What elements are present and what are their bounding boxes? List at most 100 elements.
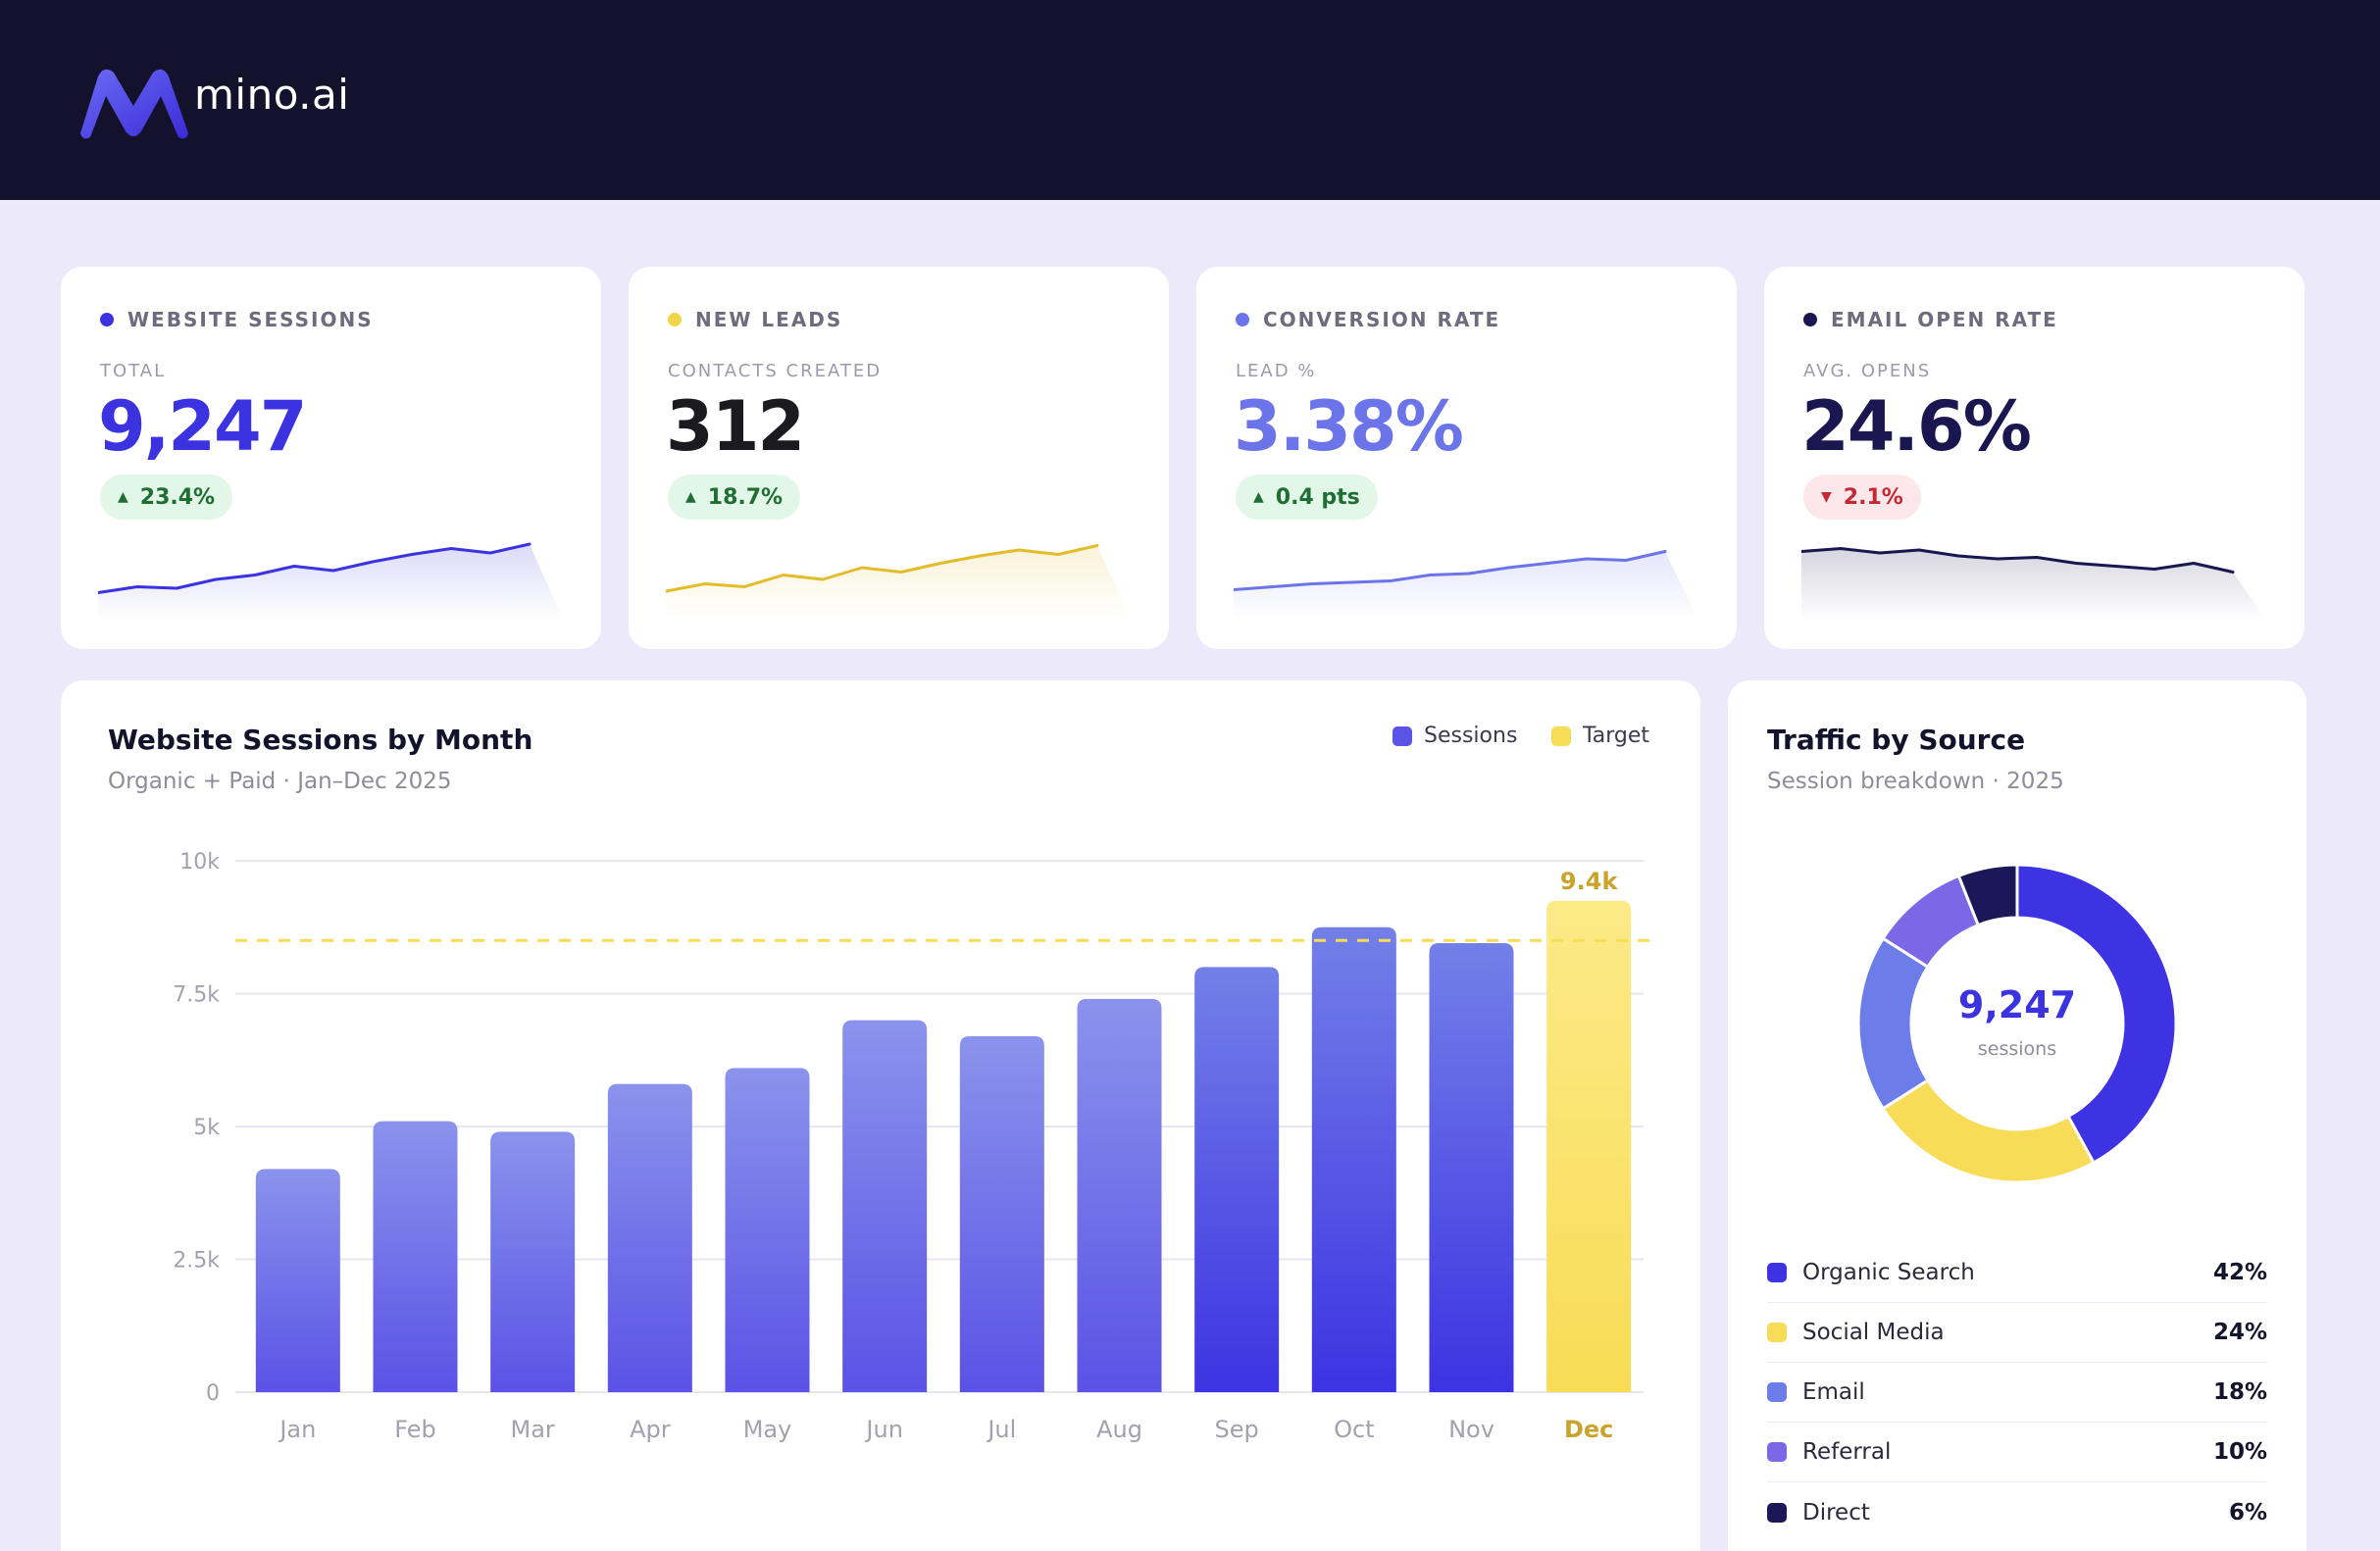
sparkline-area	[1234, 551, 1698, 620]
source-percent: 18%	[2212, 1379, 2267, 1405]
y-tick-label: 10k	[179, 850, 220, 875]
kpi-change-value: 2.1%	[1843, 484, 1903, 510]
sparkline-line	[1801, 547, 2235, 574]
bar-mar	[490, 1131, 576, 1392]
kpi-dot	[1236, 313, 1249, 326]
arrow-up-icon: ▲	[1253, 489, 1264, 505]
source-name: Social Media	[1802, 1320, 1945, 1345]
bar-jul	[959, 1035, 1044, 1392]
m-logo-icon	[80, 69, 188, 139]
sparkline	[1801, 547, 2266, 620]
source-row-referral[interactable]: Referral 10%	[1767, 1423, 2267, 1482]
legend-swatch	[1393, 725, 1412, 746]
bar-feb	[373, 1121, 458, 1392]
kpi-title: CONVERSION RATE	[1263, 308, 1501, 331]
x-tick-label: Oct	[1334, 1416, 1375, 1443]
donut-slice-social-media	[1881, 1077, 2097, 1184]
x-tick-label: Feb	[394, 1416, 436, 1443]
kpi-title: WEBSITE SESSIONS	[127, 308, 374, 331]
sparkline	[98, 542, 563, 620]
x-tick-label: Mar	[511, 1416, 555, 1443]
sessions-bar-chart: 0 2.5k 5k 7.5k 10k Jan Feb Mar Apr May Jun Jul Aug Se…	[173, 850, 1651, 1443]
donut-slice-direct	[1956, 863, 2019, 927]
kpi-title: EMAIL OPEN RATE	[1831, 308, 2058, 331]
arrow-up-icon: ▲	[685, 489, 696, 505]
traffic-source-card: Traffic by Source Session breakdown · 20…	[1728, 680, 2306, 1551]
kpi-card-new-leads[interactable]: NEW LEADS CONTACTS CREATED 312 ▲ 18.7%	[629, 267, 1169, 649]
y-tick-label: 5k	[193, 1116, 220, 1140]
sparkline-area	[1801, 548, 2266, 620]
source-row-email[interactable]: Email 18%	[1767, 1363, 2267, 1423]
chart-subtitle: Organic + Paid · Jan–Dec 2025	[108, 769, 452, 794]
x-tick-label: Dec	[1564, 1416, 1613, 1443]
sparkline-line	[1234, 550, 1667, 591]
legend-item-target[interactable]: Target	[1551, 724, 1649, 748]
kpi-change-badge: ▲ 23.4%	[100, 475, 233, 520]
y-tick-label: 7.5k	[173, 983, 220, 1008]
legend-label: Target	[1583, 724, 1650, 748]
sparkline-area	[98, 544, 563, 620]
brand-name[interactable]: mino.ai	[194, 71, 350, 119]
traffic-title: Traffic by Source	[1767, 724, 2026, 756]
source-row-organic-search[interactable]: Organic Search 42%	[1767, 1243, 2267, 1303]
arrow-up-icon: ▲	[118, 489, 128, 505]
source-name: Email	[1802, 1379, 1865, 1405]
source-percent: 6%	[2228, 1499, 2267, 1526]
sparkline-line	[98, 542, 532, 594]
kpi-title: NEW LEADS	[695, 308, 843, 331]
top-bar: mino.ai	[0, 0, 2380, 200]
donut-center-value: 9,247	[1958, 983, 2076, 1026]
kpi-change-badge: ▲ 18.7%	[668, 475, 801, 520]
donut-center-label: sessions	[1978, 1038, 2056, 1060]
kpi-dot	[668, 313, 682, 326]
legend-item-sessions[interactable]: Sessions	[1393, 724, 1517, 748]
x-tick-label: Jun	[864, 1416, 903, 1443]
kpi-change-value: 0.4 pts	[1275, 484, 1360, 510]
kpi-value: 24.6%	[1801, 386, 2032, 467]
arrow-down-icon: ▼	[1821, 489, 1832, 505]
kpi-card-website-sessions[interactable]: WEBSITE SESSIONS TOTAL 9,247 ▲ 23.4%	[61, 267, 601, 649]
legend-swatch	[1551, 725, 1571, 746]
kpi-card-email-open-rate[interactable]: EMAIL OPEN RATE AVG. OPENS 24.6% ▼ 2.1%	[1764, 267, 2304, 649]
bar-jan	[255, 1169, 340, 1392]
kpi-change-value: 18.7%	[707, 484, 784, 510]
kpi-change-badge: ▲ 0.4 pts	[1236, 475, 1378, 520]
kpi-value: 3.38%	[1234, 386, 1464, 467]
source-swatch	[1767, 1263, 1787, 1282]
source-row-direct[interactable]: Direct 6%	[1767, 1482, 2267, 1542]
x-tick-label: Sep	[1215, 1416, 1259, 1443]
y-tick-label: 0	[206, 1381, 220, 1406]
sparkline	[666, 544, 1131, 620]
kpi-change-badge: ▼ 2.1%	[1803, 475, 1921, 520]
legend-label: Sessions	[1424, 724, 1518, 748]
bar-dec	[1546, 900, 1632, 1392]
sparkline-area	[666, 545, 1131, 620]
kpi-subtitle: LEAD %	[1236, 361, 1317, 381]
source-name: Direct	[1802, 1499, 1870, 1526]
source-percent: 24%	[2212, 1320, 2267, 1345]
y-tick-label: 2.5k	[173, 1249, 220, 1274]
x-tick-label: May	[743, 1416, 792, 1443]
donut-slice-organic-search	[2015, 863, 2178, 1166]
x-tick-label: Jan	[278, 1416, 316, 1443]
source-name: Organic Search	[1802, 1260, 1975, 1285]
source-row-social-media[interactable]: Social Media 24%	[1767, 1303, 2267, 1363]
traffic-subtitle: Session breakdown · 2025	[1767, 769, 2064, 794]
chart-title: Website Sessions by Month	[108, 724, 533, 756]
source-swatch	[1767, 1382, 1787, 1402]
kpi-subtitle: AVG. OPENS	[1803, 361, 1932, 381]
kpi-subtitle: CONTACTS CREATED	[668, 361, 883, 381]
source-percent: 10%	[2212, 1439, 2267, 1465]
source-name: Referral	[1802, 1439, 1892, 1465]
x-tick-label: Apr	[630, 1416, 671, 1443]
kpi-subtitle: TOTAL	[100, 361, 167, 381]
x-tick-label: Aug	[1096, 1416, 1142, 1443]
kpi-card-conversion-rate[interactable]: CONVERSION RATE LEAD % 3.38% ▲ 0.4 pts	[1196, 267, 1737, 649]
kpi-dot	[1803, 313, 1817, 326]
bar-may	[725, 1068, 810, 1392]
bar-jun	[842, 1020, 928, 1392]
sparkline	[1234, 550, 1698, 620]
traffic-donut-chart: 9,247 sessions	[1856, 863, 2178, 1184]
source-swatch	[1767, 1502, 1787, 1523]
bar-sep	[1194, 967, 1280, 1392]
